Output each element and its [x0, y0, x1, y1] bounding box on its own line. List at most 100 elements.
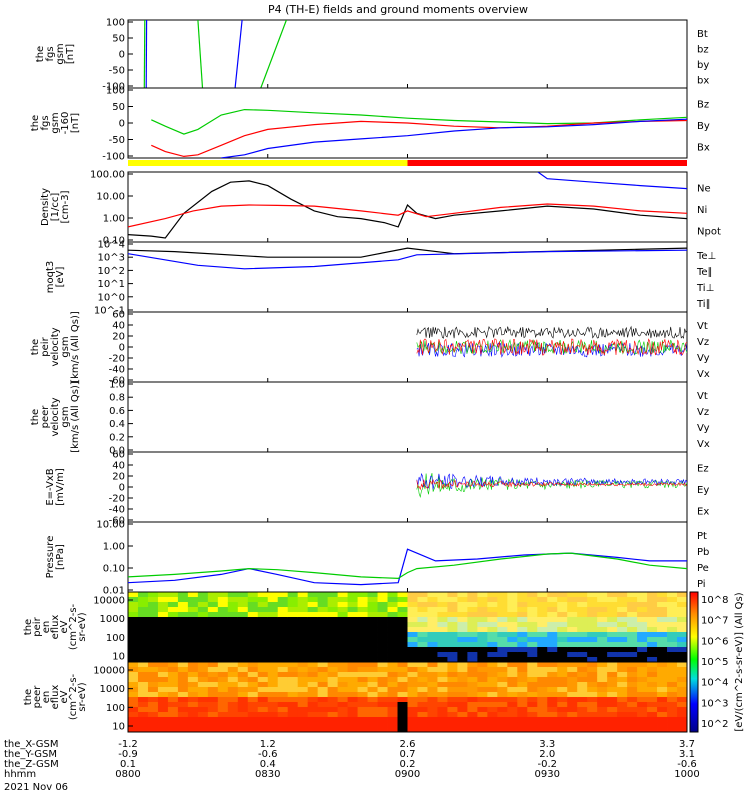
- spectrogram-cell: [287, 717, 299, 723]
- spectrogram-cell: [267, 692, 279, 698]
- spectrogram-cell: [157, 667, 169, 673]
- x-tick-label: 0800: [115, 769, 140, 780]
- spectrogram-cell: [167, 592, 179, 598]
- spectrogram-cell: [257, 702, 269, 708]
- spectrogram-cell: [227, 602, 239, 608]
- spectrogram-cell: [387, 692, 398, 698]
- spectrogram-cell: [677, 657, 688, 663]
- spectrogram-cell: [567, 672, 578, 678]
- spectrogram-cell: [128, 592, 139, 598]
- spectrogram-cell: [487, 707, 498, 713]
- spectrogram-cell: [387, 672, 398, 678]
- spectrogram-cell: [157, 707, 169, 713]
- y-tick-label: 0.8: [109, 393, 125, 404]
- spectrogram-cell: [567, 697, 578, 703]
- spectrogram-cell: [427, 622, 438, 628]
- spectrogram-cell: [537, 652, 548, 658]
- spectrogram-cell: [397, 697, 408, 703]
- series-line: [128, 180, 687, 239]
- spectrogram-cell: [367, 682, 378, 688]
- spectrogram-cell: [157, 712, 169, 718]
- spectrogram-cell: [187, 657, 199, 663]
- spectrogram-cell: [637, 677, 648, 683]
- spectrogram-cell: [417, 657, 428, 663]
- y-axis-label: fgs: [45, 46, 56, 61]
- spectrogram-cell: [627, 677, 638, 683]
- spectrogram-cell: [367, 627, 378, 633]
- spectrogram-cell: [347, 717, 358, 723]
- spectrogram-cell: [417, 632, 428, 638]
- y-axis-label: Pressure: [45, 536, 56, 579]
- spectrogram-cell: [487, 622, 498, 628]
- spectrogram-cell: [427, 717, 438, 723]
- spectrogram-cell: [257, 682, 269, 688]
- spectrogram-cell: [207, 592, 219, 598]
- spectrogram-cell: [457, 632, 468, 638]
- spectrogram-cell: [617, 657, 628, 663]
- colorbar-tick-label: 10^5: [701, 657, 728, 668]
- spectrogram-cell: [637, 692, 648, 698]
- spectrogram-cell: [547, 627, 558, 633]
- spectrogram-cell: [657, 677, 668, 683]
- spectrogram-cell: [317, 622, 329, 628]
- spectrogram-cell: [287, 617, 299, 623]
- spectrogram-cell: [627, 707, 638, 713]
- spectrogram-cell: [247, 707, 259, 713]
- spectrogram-cell: [477, 602, 488, 608]
- spectrogram-cell: [527, 667, 538, 673]
- spectrogram-cell: [147, 657, 159, 663]
- spectrogram-cell: [267, 727, 279, 733]
- spectrogram-cell: [467, 637, 478, 643]
- spectrogram-cell: [537, 702, 548, 708]
- spectrogram-cell: [137, 642, 149, 648]
- spectrogram-cell: [407, 612, 418, 618]
- spectrogram-cell: [487, 717, 498, 723]
- spectrogram-cell: [317, 592, 329, 598]
- spectrogram-cell: [617, 617, 628, 623]
- spectrogram-cell: [347, 687, 358, 693]
- spectrogram-cell: [317, 602, 329, 608]
- spectrogram-cell: [527, 712, 538, 718]
- spectrogram-cell: [557, 652, 568, 658]
- spectrogram-cell: [667, 662, 678, 668]
- spectrogram-cell: [317, 662, 329, 668]
- spectrogram-cell: [137, 717, 149, 723]
- spectrogram-cell: [287, 612, 299, 618]
- spectrogram-cell: [627, 637, 638, 643]
- series-line: [260, 20, 287, 88]
- spectrogram-cell: [437, 602, 448, 608]
- legend-entry: Te⊥: [696, 251, 716, 262]
- spectrogram-cell: [207, 662, 219, 668]
- spectrogram-cell: [207, 627, 219, 633]
- spectrogram-cell: [407, 697, 418, 703]
- spectrogram-cell: [397, 657, 408, 663]
- spectrogram-cell: [317, 682, 329, 688]
- spectrogram-cell: [327, 727, 339, 733]
- spectrogram-cell: [487, 652, 498, 658]
- spectrogram-cell: [487, 712, 498, 718]
- spectrogram-cell: [307, 597, 319, 603]
- spectrogram-cell: [357, 682, 368, 688]
- y-axis-label: gsm: [55, 43, 66, 64]
- spectrogram-cell: [557, 597, 568, 603]
- spectrogram-cell: [527, 642, 538, 648]
- spectrogram-cell: [377, 707, 388, 713]
- spectrogram-cell: [517, 702, 528, 708]
- spectrogram-cell: [128, 707, 139, 713]
- spectrogram-cell: [287, 642, 299, 648]
- spectrogram-cell: [397, 677, 408, 683]
- spectrogram-cell: [317, 707, 329, 713]
- spectrogram-cell: [157, 727, 169, 733]
- spectrogram-cell: [577, 707, 588, 713]
- spectrogram-cell: [667, 672, 678, 678]
- spectrogram-cell: [297, 612, 309, 618]
- spectrogram-cell: [197, 627, 209, 633]
- spectrogram-cell: [637, 672, 648, 678]
- spectrogram-cell: [487, 682, 498, 688]
- spectrogram-cell: [527, 647, 538, 653]
- spectrogram-cell: [587, 672, 598, 678]
- spectrogram-cell: [257, 632, 269, 638]
- spectrogram-cell: [657, 632, 668, 638]
- spectrogram-cell: [137, 637, 149, 643]
- y-tick-label: 20: [112, 472, 125, 483]
